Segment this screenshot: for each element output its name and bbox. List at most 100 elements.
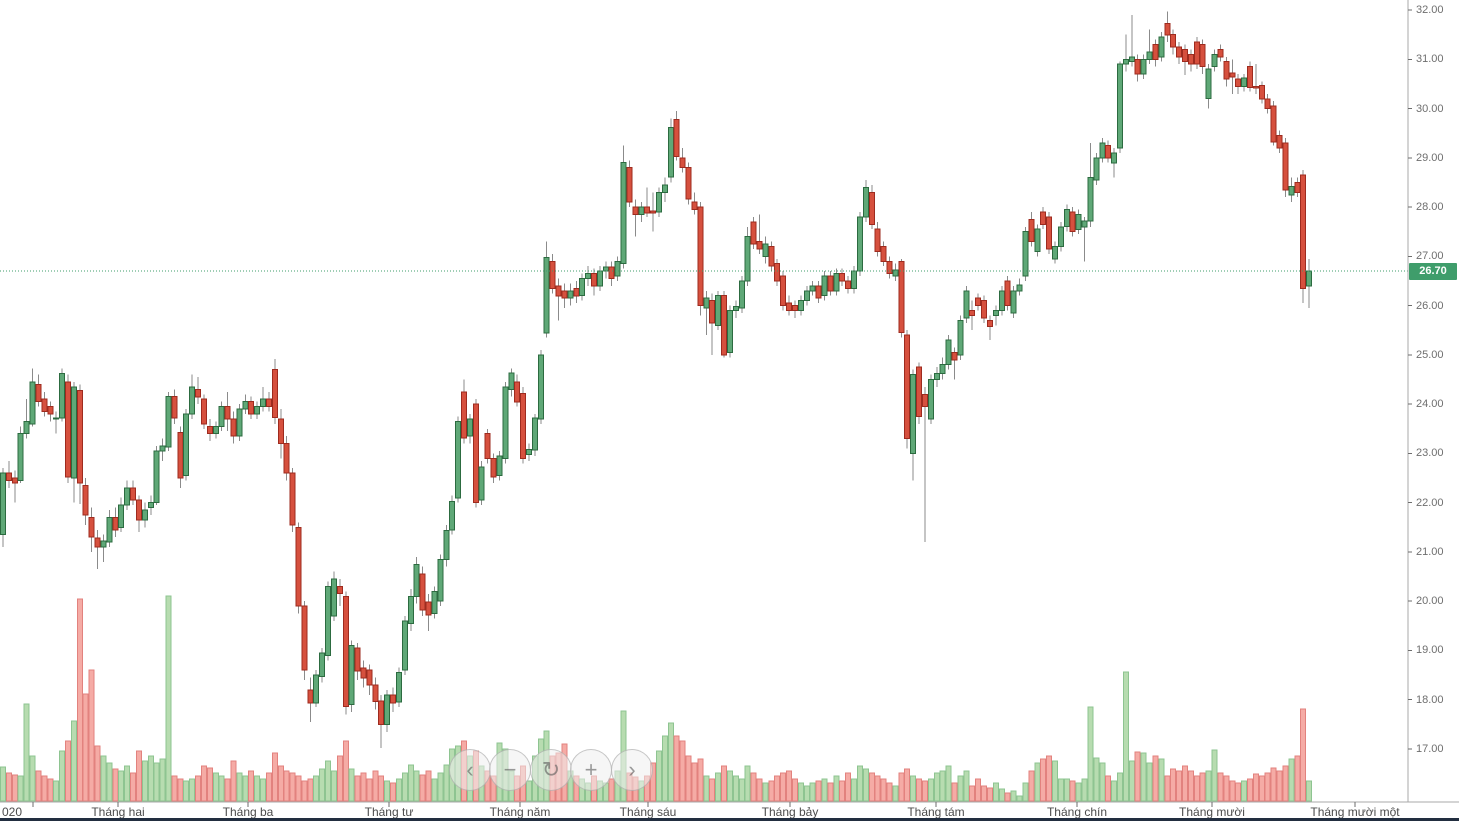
volume-bar <box>608 778 615 802</box>
candle-down <box>419 573 426 611</box>
candle-down <box>289 472 296 526</box>
volume-bar <box>147 755 154 802</box>
candle-down <box>673 118 680 157</box>
zoom-in-button[interactable]: + <box>570 749 612 791</box>
volume-bar <box>833 775 840 802</box>
volume-bar <box>1105 775 1112 802</box>
candle-down <box>1294 181 1301 193</box>
volume-bar <box>1211 749 1218 802</box>
candle-down <box>520 392 527 459</box>
volume-bar <box>1223 775 1230 802</box>
volume-bar <box>1063 778 1070 802</box>
candle-up <box>1140 58 1147 75</box>
candle-up <box>218 406 225 427</box>
candle-down <box>1258 84 1265 100</box>
volume-bar <box>307 778 314 802</box>
month-label: Tháng hai <box>91 805 145 819</box>
candle-down <box>1046 216 1053 250</box>
candle-up <box>413 563 420 597</box>
price-axis-label: 23.00 <box>1416 447 1444 460</box>
volume-bar <box>242 775 249 802</box>
volume-bar <box>1187 770 1194 802</box>
volume-bar <box>283 770 290 802</box>
candle-up <box>910 374 917 454</box>
volume-bar <box>153 762 160 802</box>
volume-bar <box>874 775 881 802</box>
volume-bar <box>348 768 355 802</box>
candle-up <box>153 450 160 504</box>
candle-up <box>638 206 645 216</box>
volume-bar <box>1182 765 1188 802</box>
volume-bar <box>224 778 231 802</box>
candle-down <box>1270 105 1277 143</box>
month-label: Tháng tám <box>907 805 965 819</box>
volume-bar <box>1241 780 1248 802</box>
volume-bar <box>933 772 940 802</box>
candle-up <box>998 290 1005 311</box>
price-axis-label: 31.00 <box>1416 53 1444 66</box>
candle-up <box>821 275 828 297</box>
volume-bar <box>1081 778 1088 802</box>
volume-bar <box>1099 762 1106 802</box>
candle-down <box>41 398 48 413</box>
zoom-out-button[interactable]: − <box>489 749 531 791</box>
candle-down <box>460 391 467 439</box>
pan-right-button[interactable]: › <box>611 749 653 791</box>
candle-up <box>1034 228 1041 252</box>
volume-bar <box>1116 772 1123 802</box>
volume-bar <box>945 765 952 802</box>
candle-down <box>768 246 775 267</box>
candle-down <box>360 667 367 679</box>
reset-view-button[interactable]: ↻ <box>530 749 572 791</box>
candle-down <box>283 443 290 474</box>
candle-up <box>1010 290 1017 314</box>
volume-bar <box>756 778 763 802</box>
volume-bar <box>1034 762 1041 802</box>
candle-up <box>738 280 745 309</box>
volume-bar <box>82 693 89 802</box>
volume-bar <box>384 780 391 802</box>
candle-up <box>862 186 869 218</box>
volume-bar <box>691 762 698 802</box>
volume-bar <box>685 755 692 802</box>
volume-bar <box>366 778 373 802</box>
volume-bar <box>1235 782 1242 802</box>
volume-bar <box>1217 772 1224 802</box>
candle-up <box>183 413 190 477</box>
pan-left-button[interactable]: ‹ <box>449 749 491 791</box>
candle-down <box>591 273 597 287</box>
candle-up <box>1022 231 1029 277</box>
candle-down <box>135 499 142 521</box>
candle-down <box>1235 78 1242 87</box>
volume-bar <box>189 778 196 802</box>
candle-down <box>898 260 905 334</box>
candle-down <box>921 393 928 408</box>
volume-bar <box>313 775 320 802</box>
volume-bar <box>35 770 42 802</box>
candle-up <box>927 379 934 420</box>
price-axis-label: 32.00 <box>1416 4 1444 16</box>
candle-up <box>1158 36 1165 58</box>
candle-up <box>29 381 36 425</box>
candle-down <box>650 210 657 214</box>
price-axis-label: 22.00 <box>1416 496 1444 509</box>
volume-bar <box>744 765 751 802</box>
volume-bar <box>260 778 267 802</box>
candle-up <box>803 290 810 302</box>
candle-down <box>425 601 432 616</box>
candle-up <box>963 290 970 319</box>
candle-down <box>1276 135 1283 149</box>
volume-bar <box>1247 778 1254 802</box>
candle-up <box>1241 77 1248 87</box>
volume-bar <box>1069 780 1076 802</box>
candle-up <box>348 645 355 706</box>
volume-bar <box>1193 775 1200 802</box>
volume-bar <box>319 768 326 802</box>
volume-bar <box>171 775 178 802</box>
volume-bar <box>165 595 172 802</box>
volume-bar <box>130 772 137 802</box>
candle-down <box>685 167 692 200</box>
month-label: Tháng sáu <box>619 805 677 819</box>
candle-down <box>1134 58 1141 75</box>
